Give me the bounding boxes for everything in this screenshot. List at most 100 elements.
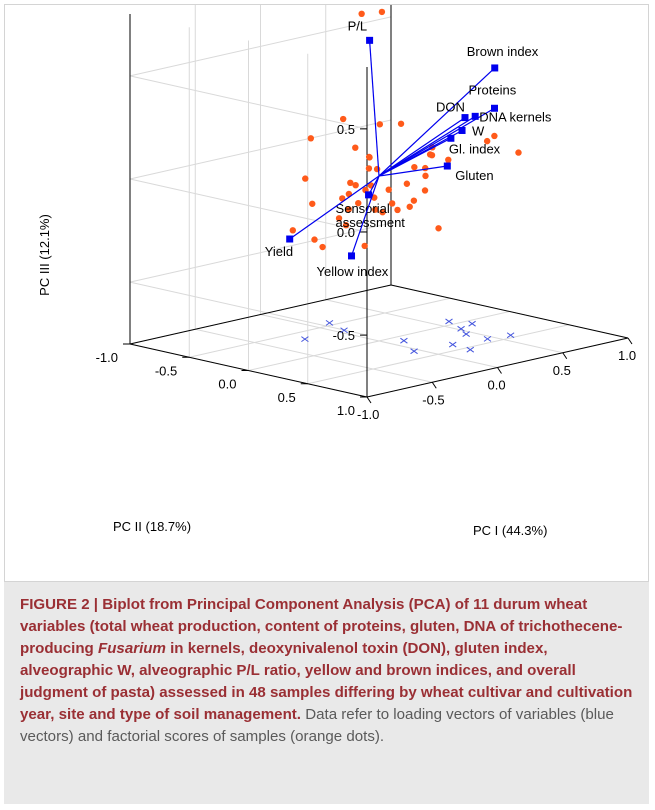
sample-score-dot xyxy=(491,132,498,140)
grid-line xyxy=(248,311,510,371)
loading-label-p-l: P/L xyxy=(348,18,368,33)
sample-score-dot xyxy=(422,164,429,172)
tick-label-z: 0.5 xyxy=(337,122,355,137)
axis-label-pc1: PC I (44.3%) xyxy=(473,523,547,538)
grid-line xyxy=(129,222,392,283)
sample-score-dot xyxy=(445,156,452,164)
projection-mark xyxy=(448,341,457,348)
sample-score-dot xyxy=(366,154,373,161)
sample-score-dot xyxy=(302,175,309,182)
loading-marker-don xyxy=(461,114,469,122)
sample-score-dot xyxy=(397,120,405,127)
projection-stroke xyxy=(466,346,475,353)
loading-vector-w xyxy=(378,129,463,177)
sample-score-dot xyxy=(411,163,418,171)
grid-line xyxy=(129,16,392,77)
sample-score-dot xyxy=(361,242,368,250)
projection-stroke xyxy=(410,348,418,355)
pca-biplot-3d: -1.0-0.50.00.51.0-1.0-0.50.00.51.0-0.50.… xyxy=(37,5,636,538)
sample-score-dot xyxy=(378,8,386,16)
tick-label-x: 0.0 xyxy=(488,378,506,393)
sample-score-dot xyxy=(385,186,392,193)
caption-description: Data refer to loading vectors of variabl… xyxy=(20,706,614,745)
loading-marker-yield xyxy=(286,235,294,243)
tick-label-z: -0.5 xyxy=(333,328,355,343)
box-edge xyxy=(129,284,392,345)
projection-mark xyxy=(457,325,465,332)
projection-stroke xyxy=(448,341,457,348)
loading-label-sensorial-assessment: assessment xyxy=(336,215,406,230)
sample-score-dot xyxy=(339,195,346,202)
sample-score-dot xyxy=(345,206,352,213)
loading-vector-yield xyxy=(289,175,380,240)
axis-label-pc3: PC III (12.1%) xyxy=(37,214,52,296)
projection-mark xyxy=(445,318,453,325)
sample-score-dot xyxy=(352,144,359,151)
projection-stroke xyxy=(506,332,515,339)
projection-mark xyxy=(400,337,408,344)
caption-title-part-1: Biplot from Principal Component Analysis… xyxy=(20,596,623,657)
caption-title-part-2: in kernels, deoxynivalenol toxin (DON), … xyxy=(20,640,633,723)
sample-score-dot xyxy=(515,149,522,156)
projection-stroke xyxy=(483,335,492,342)
grid-line xyxy=(129,119,392,180)
tick-label-y: 1.0 xyxy=(337,403,355,418)
loading-label-yellow-index: Yellow index xyxy=(317,264,389,279)
caption-title-italic: Fusarium xyxy=(97,640,166,657)
caption-label: FIGURE 2 | xyxy=(20,596,99,613)
loading-marker-gl-index xyxy=(447,134,455,142)
sample-score-dot xyxy=(373,165,381,173)
loading-marker-w xyxy=(458,126,466,134)
tick-label-x: 1.0 xyxy=(618,348,636,363)
box-edge xyxy=(390,284,629,339)
projection-stroke xyxy=(325,319,334,326)
loading-vector-brown-index xyxy=(378,67,496,177)
loading-marker-p-l xyxy=(366,36,374,44)
plot-panel: -1.0 -0.5 0.0 0.5 1.0 -1.0 -0.5 0.0 0.5 1.0 -0.5 0.… xyxy=(4,4,649,582)
loading-vector-yellow-index xyxy=(350,175,380,257)
tick-mark xyxy=(497,367,502,374)
loading-vector-don xyxy=(378,117,466,177)
projection-stroke xyxy=(400,337,408,344)
tick-mark xyxy=(431,381,437,389)
projection-stroke xyxy=(301,336,309,343)
loading-label-sensorial-assessment: Sensorial xyxy=(336,201,390,216)
sample-score-dot xyxy=(435,225,442,232)
projection-mark xyxy=(410,348,418,355)
sample-score-dot xyxy=(309,200,316,207)
loading-vector-gluten xyxy=(378,165,448,177)
loading-marker-yellow-index xyxy=(348,252,356,260)
loading-label-gluten: Gluten xyxy=(455,168,493,183)
projection-mark xyxy=(301,336,309,343)
sample-score-dot xyxy=(347,179,354,187)
sample-score-dot xyxy=(422,172,429,180)
loading-vector-p-l xyxy=(368,40,380,177)
grid-line xyxy=(129,178,368,233)
loading-marker-gluten xyxy=(443,162,451,170)
tick-label-x: 0.5 xyxy=(553,363,571,378)
loading-vector-dna-kernels xyxy=(378,115,476,177)
sample-score-dot xyxy=(372,206,379,213)
sample-score-dot xyxy=(319,243,326,251)
sample-score-dot xyxy=(406,203,413,210)
sample-score-dot xyxy=(311,236,318,243)
sample-score-dot xyxy=(352,181,359,189)
tick-mark xyxy=(562,352,568,360)
sample-score-dot xyxy=(403,180,411,187)
tick-label-x: -1.0 xyxy=(357,407,379,422)
projection-stroke xyxy=(468,320,476,327)
loading-marker-proteins xyxy=(491,104,498,112)
sample-score-dot xyxy=(355,199,362,207)
sample-score-dot xyxy=(307,135,315,142)
sample-score-dot xyxy=(358,10,365,18)
loading-label-yield: Yield xyxy=(265,244,293,259)
sample-score-dot xyxy=(376,121,384,128)
sample-score-dot xyxy=(339,115,347,123)
sample-score-dot xyxy=(289,227,297,234)
tick-label-z: 0.0 xyxy=(337,225,355,240)
loading-label-don: DON xyxy=(436,100,465,115)
figure: -1.0 -0.5 0.0 0.5 1.0 -1.0 -0.5 0.0 0.5 1.0 -0.5 0.… xyxy=(4,4,649,804)
projection-mark xyxy=(468,320,476,327)
sample-score-dot xyxy=(483,137,491,145)
sample-score-dot xyxy=(342,222,350,229)
